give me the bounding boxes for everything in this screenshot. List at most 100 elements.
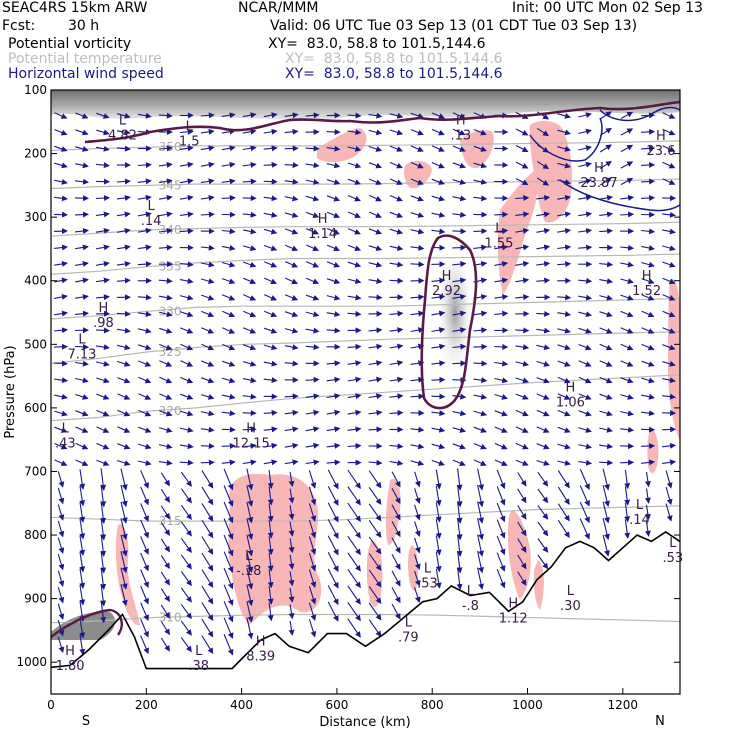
wind-vector <box>473 178 488 185</box>
wind-vector <box>473 426 487 433</box>
wind-vector <box>477 567 485 590</box>
wind-vector <box>641 178 656 185</box>
wind-vector <box>242 145 257 152</box>
wind-vector <box>222 343 236 351</box>
wind-vector <box>54 294 68 300</box>
wind-vector <box>79 568 86 589</box>
wind-vector <box>602 534 610 557</box>
wind-vector <box>305 145 320 152</box>
extremum-high-marker: H <box>99 301 109 316</box>
wind-vector <box>54 195 68 202</box>
wind-vector <box>579 518 590 540</box>
extremum-high-marker: H <box>256 635 266 650</box>
wind-vector <box>140 585 149 605</box>
wind-vector <box>54 112 68 119</box>
wind-vector <box>410 261 425 268</box>
wind-vector <box>537 505 549 520</box>
wind-vector <box>223 633 234 656</box>
wind-vector <box>431 376 446 383</box>
wind-vector <box>200 112 215 119</box>
extremum-value-label: 23.6 <box>646 144 675 159</box>
wind-vector <box>410 161 424 169</box>
wind-vector <box>160 621 170 636</box>
wind-vector <box>305 327 320 334</box>
wind-vector <box>53 228 68 235</box>
wind-vector <box>494 343 509 350</box>
wind-vector <box>347 486 361 506</box>
wind-vector <box>100 550 107 574</box>
extremum-value-label: 23.87 <box>580 176 617 191</box>
wind-vector <box>389 161 403 169</box>
wind-vector <box>347 502 361 523</box>
wind-vector <box>368 228 383 235</box>
wind-vector <box>389 393 404 400</box>
wind-vector <box>74 162 89 169</box>
wind-vector <box>391 487 401 504</box>
pv-1.5-surface-contour <box>51 608 123 638</box>
wind-vector <box>347 310 362 317</box>
wind-vector <box>200 278 215 284</box>
theta-isentrope-340 <box>51 221 680 237</box>
wind-vector <box>137 227 152 234</box>
theta-isentrope-310 <box>51 613 680 624</box>
wind-vector <box>578 194 593 201</box>
theta-isentrope-320 <box>51 374 680 422</box>
wind-vector <box>517 472 527 487</box>
wind-vector <box>641 442 656 449</box>
wind-vector <box>599 144 612 153</box>
wind-vector <box>179 211 194 218</box>
wind-vector <box>243 310 257 318</box>
wind-vector <box>75 442 89 450</box>
wind-vector <box>391 520 401 538</box>
wind-vector <box>389 178 403 185</box>
wind-vector <box>158 194 173 201</box>
wind-vector <box>242 377 257 384</box>
wind-vector <box>347 294 362 301</box>
wind-vector <box>473 410 488 417</box>
wind-vector <box>308 552 317 572</box>
wind-vector <box>158 227 173 234</box>
wind-vector <box>494 244 509 251</box>
wind-vector <box>305 178 320 185</box>
terrain-surface <box>51 530 680 670</box>
wind-vector <box>368 553 382 571</box>
theta-label: 325 <box>159 345 182 359</box>
wind-vector <box>160 505 170 520</box>
wind-vector <box>305 228 320 235</box>
wind-vector <box>263 195 278 202</box>
wind-vector <box>159 343 173 351</box>
wind-vector <box>179 443 194 450</box>
wind-vector <box>557 244 572 251</box>
wind-vector <box>326 244 341 252</box>
wind-vector <box>263 145 278 152</box>
fcst-label: Fcst: <box>2 18 36 34</box>
wind-vector <box>477 468 484 491</box>
wind-vector <box>599 228 614 235</box>
wind-vector <box>288 488 295 504</box>
wind-vector <box>599 426 613 433</box>
wind-vector <box>242 344 257 351</box>
wind-vector <box>120 534 128 557</box>
wind-vector <box>473 162 488 169</box>
wind-vector <box>246 584 254 607</box>
wind-vector <box>263 344 278 351</box>
wind-vector <box>308 486 317 506</box>
wind-vector <box>201 377 215 384</box>
wind-vector <box>368 294 383 301</box>
extremum-value-label: .30 <box>560 599 581 614</box>
extremum-value-label: 12.15 <box>233 437 270 452</box>
wind-vector <box>368 586 382 605</box>
wind-vector <box>305 112 320 119</box>
wind-vector <box>536 177 550 186</box>
y-tick-label: 100 <box>24 83 47 97</box>
extremum-low-marker: L <box>495 221 503 236</box>
wind-vector <box>95 327 110 334</box>
wind-vector <box>137 161 152 168</box>
wind-vector <box>368 261 383 268</box>
wind-vector <box>96 244 110 251</box>
extremum-low-marker: L <box>78 333 86 348</box>
wind-vector <box>180 376 194 384</box>
wind-vector <box>662 245 676 251</box>
wind-vector <box>242 261 257 268</box>
wind-vector <box>410 460 425 466</box>
